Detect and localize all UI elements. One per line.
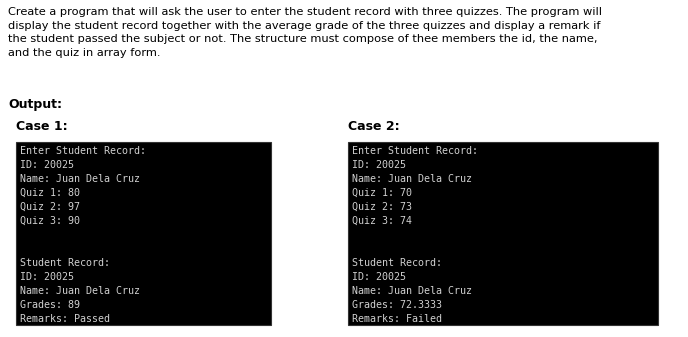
Text: Case 1:: Case 1: xyxy=(16,120,67,133)
Bar xyxy=(16,142,271,325)
Bar xyxy=(348,142,658,325)
Text: Case 2:: Case 2: xyxy=(348,120,400,133)
Text: Create a program that will ask the user to enter the student record with three q: Create a program that will ask the user … xyxy=(8,7,602,58)
Text: Enter Student Record:
ID: 20025
Name: Juan Dela Cruz
Quiz 1: 80
Quiz 2: 97
Quiz : Enter Student Record: ID: 20025 Name: Ju… xyxy=(20,146,146,324)
Text: Output:: Output: xyxy=(8,98,62,111)
Text: Enter Student Record:
ID: 20025
Name: Juan Dela Cruz
Quiz 1: 70
Quiz 2: 73
Quiz : Enter Student Record: ID: 20025 Name: Ju… xyxy=(352,146,478,324)
